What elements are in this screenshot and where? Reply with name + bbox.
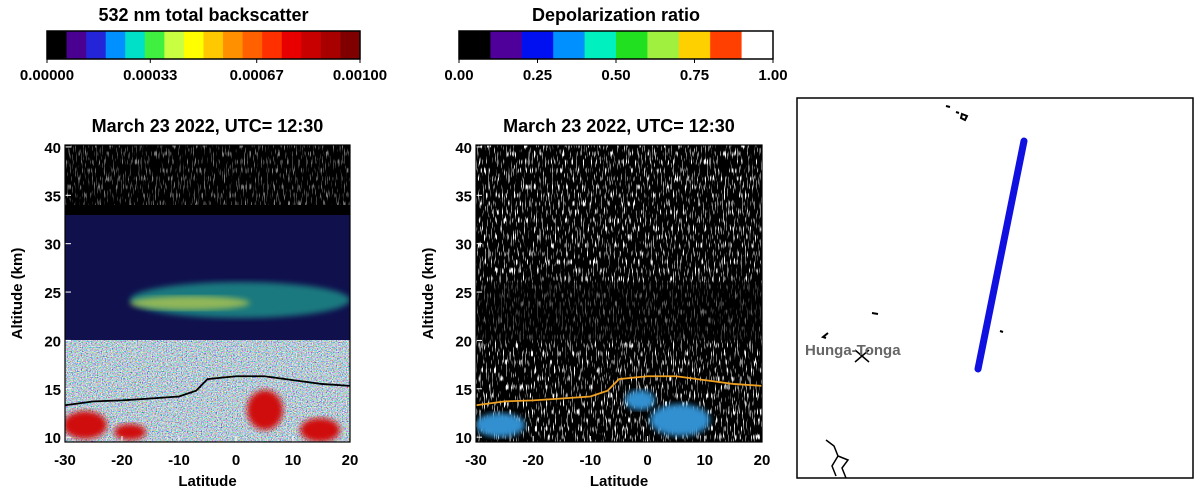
y-tick-label: 20 — [455, 333, 472, 350]
colorbar-swatch — [242, 31, 263, 59]
x-tick-label: -10 — [580, 452, 602, 469]
y-tick-label: 30 — [44, 237, 61, 254]
colorbar-swatch — [164, 31, 185, 59]
x-tick-label: 0 — [643, 452, 651, 469]
y-tick-label: 40 — [44, 140, 61, 157]
y-tick-label: 10 — [44, 430, 61, 447]
colorbar-swatch — [281, 31, 302, 59]
tropopause-line — [64, 375, 351, 407]
colorbar-swatch — [459, 31, 491, 59]
colorbar-swatch — [741, 31, 774, 59]
cloud — [625, 390, 655, 410]
colorbar-tick-label: 0.00 — [444, 67, 473, 84]
x-axis-label: Latitude — [178, 473, 236, 490]
panel: March 23 2022, UTC= 12:30 Latitude Altitud… — [420, 116, 770, 490]
colorbar-tick-label: 0.00067 — [230, 67, 284, 84]
plot-frame — [64, 144, 351, 443]
colorbar-tick-label: 0.00033 — [123, 67, 177, 84]
colorbar-swatch — [616, 31, 648, 59]
panel: March 23 2022, UTC= 12:30 Latitude Altitud… — [9, 116, 358, 490]
colorbar-swatch — [262, 31, 283, 59]
colorbar-swatch — [66, 31, 87, 59]
x-tick-label: 20 — [342, 452, 359, 469]
x-tick-label: -10 — [168, 452, 190, 469]
tropopause-line — [475, 375, 763, 407]
colorbar-swatch — [105, 31, 126, 59]
cloud — [247, 390, 283, 430]
map: Hunga-Tonga — [796, 97, 1194, 479]
x-tick-label: -30 — [54, 452, 76, 469]
y-tick-label: 20 — [44, 333, 61, 350]
speckle — [65, 145, 350, 205]
colorbar-tick-label: 0.25 — [523, 67, 552, 84]
colorbar-tick-label: 0.00100 — [333, 67, 387, 84]
y-tick-label: 25 — [44, 285, 61, 302]
y-tick-label: 40 — [455, 140, 472, 157]
y-tick-label: 25 — [455, 285, 472, 302]
y-tick-label: 10 — [455, 430, 472, 447]
y-tick-label: 35 — [455, 188, 472, 205]
colorbar-title: Depolarization ratio — [532, 5, 700, 25]
volcano-marker — [854, 349, 870, 363]
aerosol-core — [130, 296, 250, 310]
colorbar-frame — [46, 30, 361, 60]
y-tick-label: 30 — [455, 237, 472, 254]
panel-title: March 23 2022, UTC= 12:30 — [503, 116, 735, 136]
volcano-label: Hunga-Tonga — [805, 342, 901, 359]
plot-frame — [475, 144, 763, 443]
y-tick-label: 15 — [455, 382, 472, 399]
colorbar-swatch — [301, 31, 322, 59]
dark-layer — [476, 282, 762, 341]
colorbar-swatch — [86, 31, 107, 59]
colorbar-title: 532 nm total backscatter — [98, 5, 308, 25]
cloud — [300, 418, 340, 442]
island-outlines — [820, 105, 1004, 339]
image-texture — [65, 145, 350, 442]
cloud — [65, 411, 107, 439]
x-tick-label: 20 — [754, 452, 771, 469]
colorbar-swatch — [647, 31, 680, 59]
colorbar-tick-label: 0.75 — [680, 67, 709, 84]
y-tick-label: 15 — [44, 382, 61, 399]
image-texture — [476, 145, 762, 442]
y-tick-label: 35 — [44, 188, 61, 205]
colorbar-swatch — [678, 31, 711, 59]
cloud — [650, 404, 710, 436]
x-tick-label: 10 — [696, 452, 713, 469]
colorbar-swatch — [144, 31, 165, 59]
x-tick-label: -20 — [111, 452, 133, 469]
panel-title: March 23 2022, UTC= 12:30 — [92, 116, 324, 136]
x-tick-label: -20 — [522, 452, 544, 469]
colorbar-swatch — [320, 31, 341, 59]
x-tick-label: -30 — [465, 452, 487, 469]
coastline — [825, 439, 850, 479]
colorbar-swatch — [584, 31, 617, 59]
x-tick-label: 0 — [232, 452, 240, 469]
colorbar-swatch — [203, 31, 224, 59]
colorbar-swatch — [223, 31, 244, 59]
colorbar-tick-label: 0.00000 — [20, 67, 74, 84]
colorbar-swatch — [340, 31, 361, 59]
colorbar-swatch — [490, 31, 523, 59]
satellite-track — [974, 137, 1028, 373]
y-axis-label: Altitude (km) — [9, 248, 26, 340]
colorbar-swatch — [521, 31, 554, 59]
colorbar-tick-label: 0.50 — [601, 67, 630, 84]
cloud — [476, 413, 525, 437]
colorbar: 532 nm total backscatter 0.00000 0.00033 0.… — [20, 5, 387, 84]
colorbar-swatch — [553, 31, 586, 59]
colorbar-swatch — [125, 31, 146, 59]
colorbar-swatch — [47, 31, 68, 59]
colorbar: Depolarization ratio 0.00 0.25 0.50 0.75 1.00 — [444, 5, 787, 84]
x-axis-label: Latitude — [590, 473, 648, 490]
y-axis-label: Altitude (km) — [420, 248, 437, 340]
cloud — [114, 424, 146, 440]
aerosol-haze — [65, 215, 350, 341]
colorbar-swatch — [710, 31, 743, 59]
colorbar-swatch — [183, 31, 204, 59]
x-tick-label: 10 — [285, 452, 302, 469]
colorbar-tick-label: 1.00 — [758, 67, 787, 84]
